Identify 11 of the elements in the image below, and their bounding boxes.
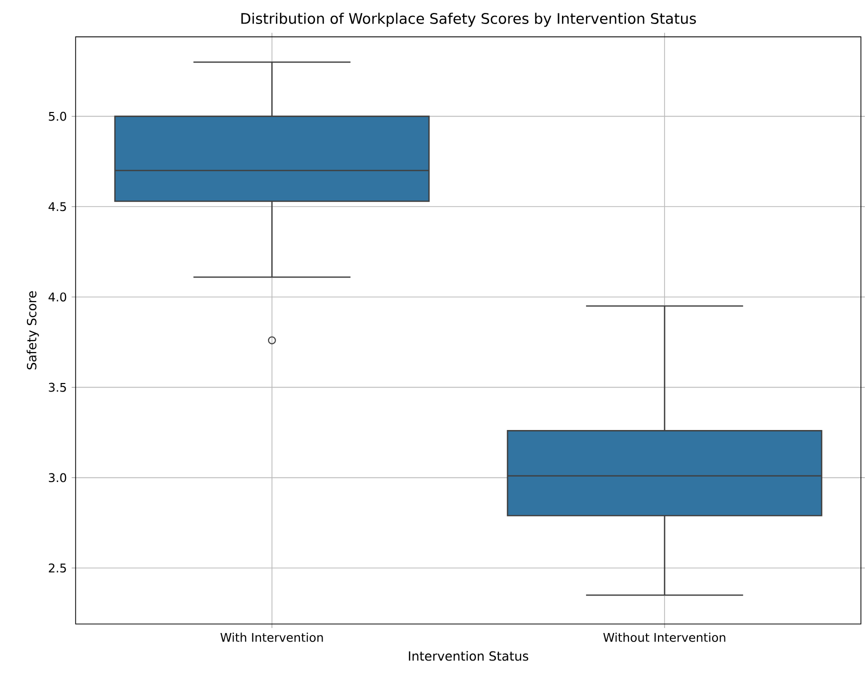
y-axis-title: Safety Score <box>26 291 39 370</box>
y-tick-label: 4.0 <box>48 292 66 302</box>
y-tick-label: 5.0 <box>48 112 66 121</box>
y-tick-label: 3.5 <box>48 382 66 392</box>
x-tick-label: Without Intervention <box>603 632 726 642</box>
x-tick-label: With Intervention <box>220 632 323 642</box>
y-tick-label: 3.0 <box>48 473 66 482</box>
y-tick-label: 2.5 <box>48 564 66 573</box>
x-axis-title: Intervention Status <box>408 651 528 661</box>
y-tick-label: 4.5 <box>48 202 66 212</box>
chart-title: Distribution of Workplace Safety Scores by Intervention Status <box>241 12 696 27</box>
